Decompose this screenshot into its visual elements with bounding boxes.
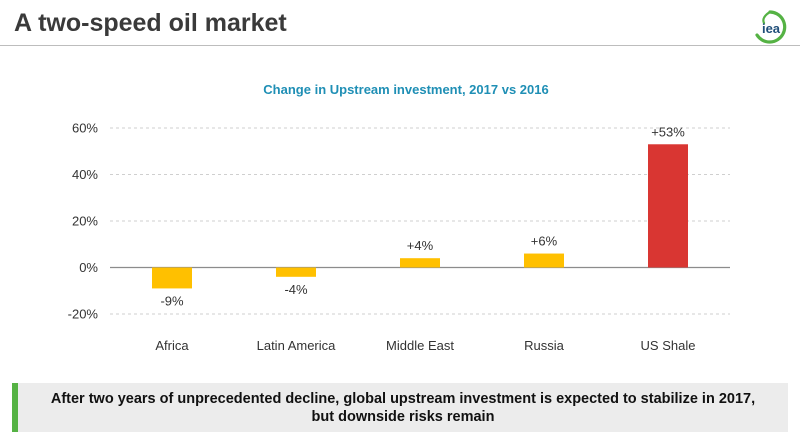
bar-latin-america [276, 267, 316, 277]
key-message-box: After two years of unprecedented decline… [12, 383, 788, 432]
category-label: US Shale [641, 338, 696, 353]
data-label: +53% [651, 124, 685, 139]
y-tick-label: 60% [72, 121, 98, 136]
data-label: -4% [284, 282, 308, 297]
iea-logo: iea [755, 10, 787, 44]
category-label: Middle East [386, 338, 454, 353]
bar-africa [152, 267, 192, 289]
title-divider [0, 45, 800, 46]
bar-chart: Change in Upstream investment, 2017 vs 2… [68, 82, 730, 354]
bar-middle-east [400, 258, 440, 268]
bar-russia [524, 253, 564, 268]
chart-title: Change in Upstream investment, 2017 vs 2… [263, 82, 548, 97]
bar-us-shale [648, 144, 688, 268]
data-label: +4% [407, 238, 434, 253]
data-label: -9% [160, 293, 184, 308]
key-message-text: After two years of unprecedented decline… [50, 390, 756, 425]
gridlines [110, 127, 730, 315]
bars [152, 144, 688, 289]
category-label: Africa [155, 338, 189, 353]
y-tick-label: 40% [72, 167, 98, 182]
y-tick-label: -20% [68, 307, 99, 322]
labels: -20% 0% 20% 40% 60% -9% Africa -4% Latin America… [68, 121, 696, 354]
y-tick-label: 0% [79, 260, 98, 275]
data-label: +6% [531, 234, 558, 249]
category-label: Russia [524, 338, 565, 353]
y-tick-label: 20% [72, 214, 98, 229]
category-label: Latin America [257, 338, 337, 353]
logo-text: iea [762, 21, 781, 36]
slide-title: A two-speed oil market [14, 9, 287, 37]
